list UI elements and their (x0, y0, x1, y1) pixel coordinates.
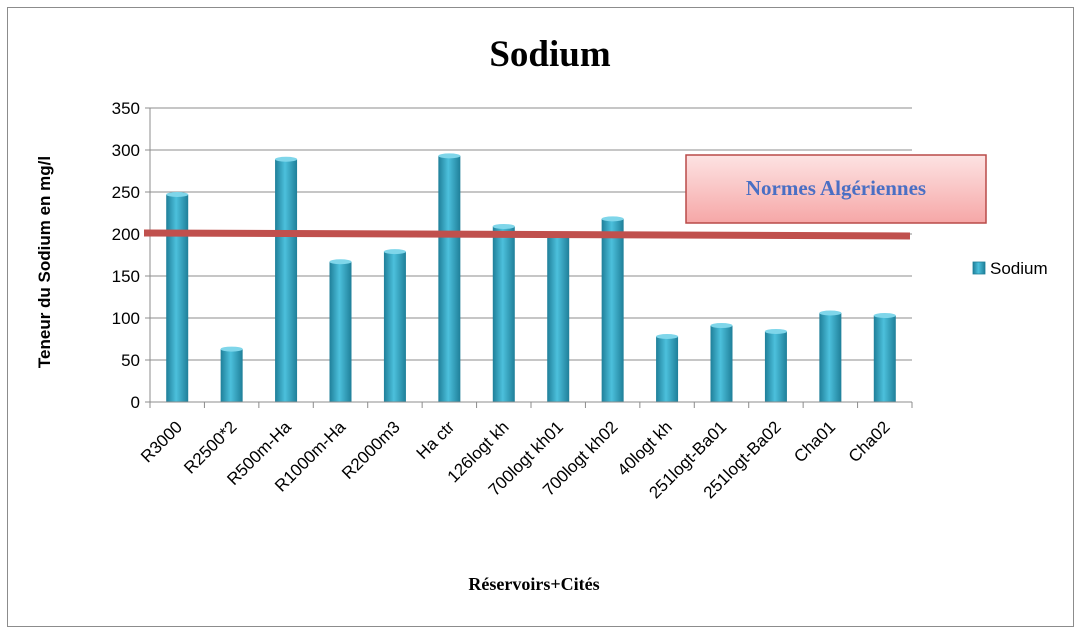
bar (710, 323, 733, 402)
bar-body (220, 349, 243, 402)
bar-body (275, 159, 298, 402)
bar (873, 312, 896, 402)
x-tick-label: Cha01 (790, 417, 839, 466)
bar-top (764, 328, 787, 334)
bar-body (656, 336, 679, 402)
bar-body (601, 218, 624, 402)
bar (656, 333, 679, 402)
y-tick-label: 100 (112, 309, 140, 328)
bar (492, 223, 515, 402)
bar-body (764, 331, 787, 402)
bar-top (656, 333, 679, 339)
bar-top (383, 249, 406, 255)
bar-top (275, 156, 298, 162)
bar-body (873, 315, 896, 402)
bar-top (166, 192, 189, 198)
y-tick-label: 150 (112, 267, 140, 286)
legend-label: Sodium (990, 259, 1048, 278)
bar-top (819, 310, 842, 316)
bar-body (166, 194, 189, 402)
bar (329, 259, 352, 402)
y-tick-label: 300 (112, 141, 140, 160)
y-tick-label: 350 (112, 99, 140, 118)
y-tick-label: 0 (131, 393, 140, 412)
bar-top (220, 346, 243, 352)
reference-label-box (685, 154, 987, 224)
bar-top (710, 323, 733, 329)
bar (166, 192, 189, 402)
bar (220, 346, 243, 402)
bar-body (438, 155, 461, 402)
bar-body (819, 312, 842, 402)
bar (601, 216, 624, 402)
reference-line (143, 229, 911, 240)
y-tick-label: 200 (112, 225, 140, 244)
bar (819, 310, 842, 402)
x-tick-label: R3000 (137, 417, 186, 466)
bar (438, 153, 461, 402)
bar (383, 249, 406, 402)
chart-title: Sodium (489, 34, 611, 75)
bar-top (873, 312, 896, 318)
x-tick-label: Cha02 (845, 417, 894, 466)
bar-top (601, 216, 624, 222)
x-axis-label: Réservoirs+Cités (468, 574, 599, 594)
x-tick-label: Ha ctr (413, 417, 459, 463)
x-tick-label: R2000m3 (338, 417, 404, 483)
bar-body (710, 325, 733, 402)
bar (547, 233, 570, 402)
bar-body (547, 235, 570, 402)
bar-top (438, 153, 461, 159)
bar (764, 328, 787, 402)
bar-top (329, 259, 352, 265)
legend-swatch (972, 261, 986, 275)
y-tick-label: 250 (112, 183, 140, 202)
y-tick-label: 50 (121, 351, 140, 370)
bar-body (492, 226, 515, 402)
bar-top (492, 223, 515, 229)
reference-label: Normes Algériennes (746, 176, 926, 200)
bar-body (383, 251, 406, 402)
bar-body (329, 261, 352, 402)
y-axis-label: Teneur du Sodium en mg/l (35, 156, 54, 368)
bar (275, 156, 298, 402)
